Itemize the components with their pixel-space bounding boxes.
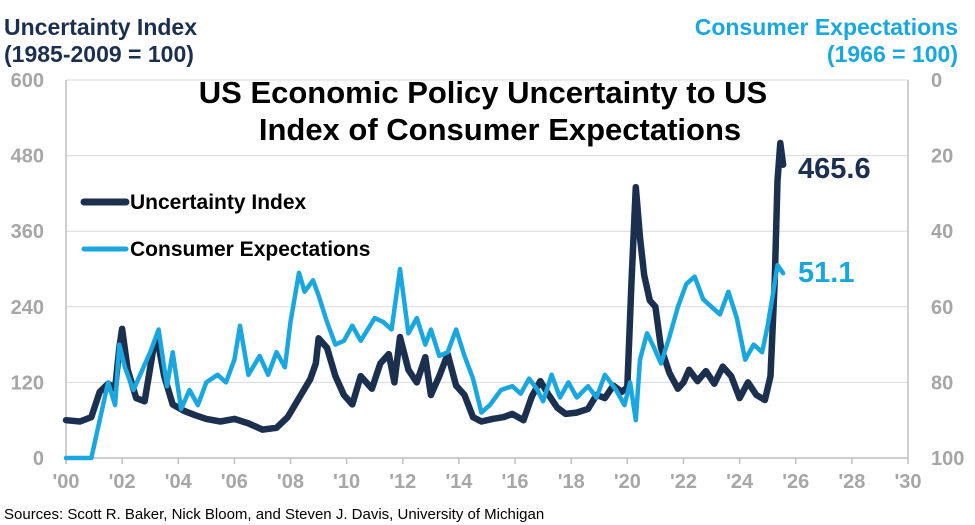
end-label-uncertainty-index: 465.6 xyxy=(798,153,871,185)
left-axis-ticks: 0 120 240 360 480 600 xyxy=(11,70,44,470)
right-tick-label: 20 xyxy=(931,146,953,168)
x-tick-label: '02 xyxy=(109,471,136,493)
x-tick-label: '28 xyxy=(838,471,865,493)
x-axis-ticks: '00 '02 '04 '06 '08 '10 '12 '14 '16 '18 '20 '22 '24 '… xyxy=(52,458,922,493)
x-tick-label: '30 xyxy=(894,471,921,493)
x-tick-label: '04 xyxy=(165,471,193,493)
legend-label-consumer-expectations: Consumer Expectations xyxy=(130,238,370,261)
x-tick-label: '14 xyxy=(445,471,473,493)
chart-title-line1: US Economic Policy Uncertainty to US xyxy=(199,75,767,110)
x-tick-label: '16 xyxy=(502,471,529,493)
right-axis-ticks: 0 20 40 60 80 100 xyxy=(931,70,964,470)
left-tick-label: 0 xyxy=(33,448,44,470)
left-tick-label: 240 xyxy=(11,297,44,319)
right-tick-label: 80 xyxy=(931,372,953,394)
legend-label-uncertainty-index: Uncertainty Index xyxy=(130,191,307,214)
left-tick-label: 120 xyxy=(11,372,44,394)
x-tick-label: '24 xyxy=(726,471,754,493)
x-tick-label: '18 xyxy=(558,471,585,493)
end-label-consumer-expectations: 51.1 xyxy=(798,257,854,289)
left-tick-label: 480 xyxy=(11,146,44,168)
left-axis-title-line2: (1985-2009 = 100) xyxy=(4,41,194,67)
chart-title-line2: Index of Consumer Expectations xyxy=(259,112,741,147)
left-tick-label: 600 xyxy=(11,70,44,92)
x-tick-label: '10 xyxy=(333,471,360,493)
left-tick-label: 360 xyxy=(11,221,44,243)
x-tick-label: '12 xyxy=(389,471,416,493)
legend: Uncertainty Index Consumer Expectations xyxy=(80,191,370,261)
right-tick-label: 100 xyxy=(931,448,964,470)
x-tick-label: '00 xyxy=(52,471,79,493)
series-line-consumer-expectations xyxy=(63,262,786,461)
x-tick-label: '22 xyxy=(670,471,697,493)
right-tick-label: 60 xyxy=(931,297,953,319)
right-tick-label: 40 xyxy=(931,221,953,243)
right-axis-title-line2: (1966 = 100) xyxy=(827,41,958,67)
source-note: Sources: Scott R. Baker, Nick Bloom, and… xyxy=(4,506,544,523)
left-axis-title-line1: Uncertainty Index xyxy=(4,14,197,40)
right-axis-title-line1: Consumer Expectations xyxy=(695,14,958,40)
x-tick-label: '08 xyxy=(277,471,304,493)
x-tick-label: '20 xyxy=(614,471,641,493)
x-tick-label: '06 xyxy=(221,471,248,493)
x-tick-label: '26 xyxy=(782,471,809,493)
right-tick-label: 0 xyxy=(931,70,942,92)
